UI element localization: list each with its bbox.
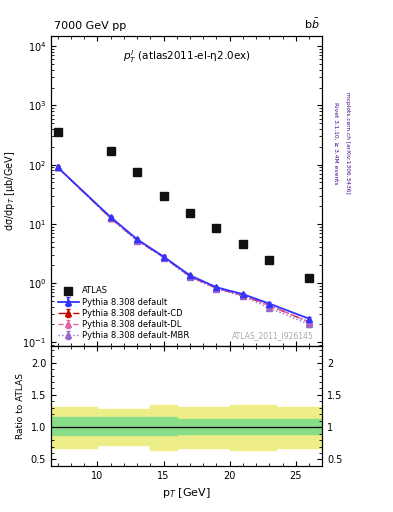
Legend: ATLAS, Pythia 8.308 default, Pythia 8.308 default-CD, Pythia 8.308 default-DL, P: ATLAS, Pythia 8.308 default, Pythia 8.30… [55, 284, 192, 343]
Text: 7000 GeV pp: 7000 GeV pp [54, 21, 126, 31]
ATLAS [108, 148, 113, 154]
Y-axis label: Ratio to ATLAS: Ratio to ATLAS [16, 373, 25, 439]
ATLAS [187, 210, 192, 217]
ATLAS [55, 130, 60, 136]
ATLAS [241, 241, 245, 247]
Y-axis label: dσ/dp$_T$ [μb/GeV]: dσ/dp$_T$ [μb/GeV] [3, 151, 17, 231]
Text: Rivet 3.1.10, ≥ 3.4M events: Rivet 3.1.10, ≥ 3.4M events [334, 102, 338, 185]
X-axis label: p$_T$ [GeV]: p$_T$ [GeV] [162, 486, 211, 500]
Line: ATLAS: ATLAS [54, 129, 313, 282]
Text: b$\bar{b}$: b$\bar{b}$ [304, 17, 320, 31]
Text: $p^l_T$ (atlas2011-el-η2.0ex): $p^l_T$ (atlas2011-el-η2.0ex) [123, 48, 250, 65]
ATLAS [267, 257, 272, 263]
Text: ATLAS_2011_I926145: ATLAS_2011_I926145 [232, 331, 314, 340]
ATLAS [161, 193, 166, 199]
ATLAS [214, 225, 219, 231]
ATLAS [135, 169, 140, 175]
ATLAS [307, 275, 311, 282]
Text: mcplots.cern.ch [arXiv:1306.3436]: mcplots.cern.ch [arXiv:1306.3436] [345, 93, 350, 194]
